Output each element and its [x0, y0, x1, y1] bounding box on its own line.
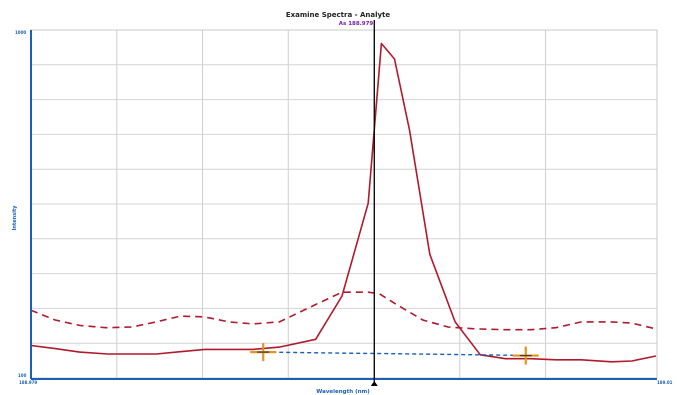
y-tick-label-max: 1000	[15, 30, 26, 35]
x-axis-label: Wavelength (nm)	[316, 389, 370, 395]
chart-subtitle: As 188.979	[339, 21, 374, 27]
series-layer	[30, 42, 657, 365]
wavelength-cursor-handle[interactable]	[370, 381, 378, 386]
chart-title: Examine Spectra - Analyte	[286, 11, 391, 19]
background-marker-1[interactable]	[250, 343, 277, 362]
background-marker-2[interactable]	[512, 346, 539, 365]
x-tick-label-min: 188.979	[19, 380, 37, 385]
series-line-2	[30, 291, 657, 331]
grid	[31, 30, 657, 378]
y-tick-label-min: 100	[18, 373, 27, 378]
x-tick-label-max: 189.01	[657, 380, 673, 385]
series-line-1	[30, 42, 657, 363]
series-line-3	[265, 351, 538, 357]
y-axis-label: Intensity	[12, 205, 18, 231]
